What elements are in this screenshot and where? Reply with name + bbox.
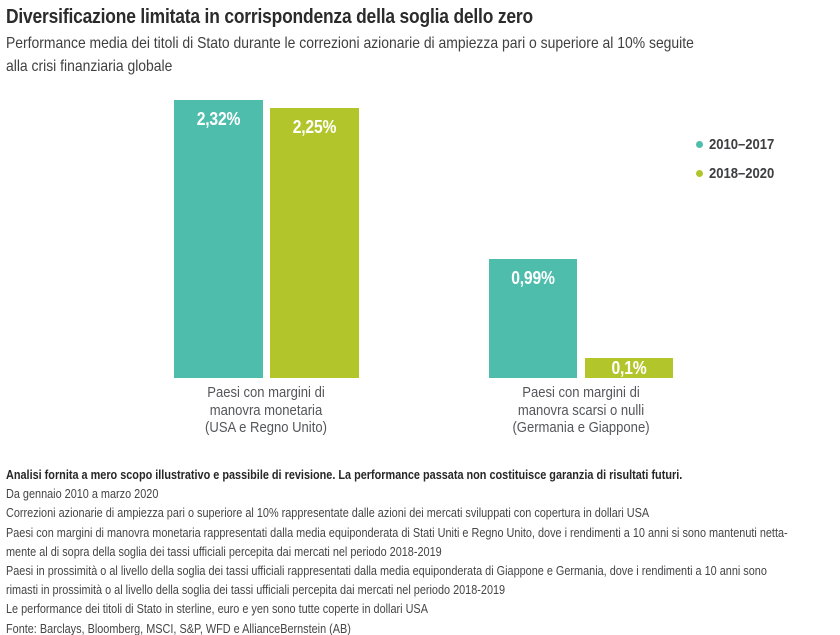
bar-scarsi-2010-2017: 0,99% [489,259,577,378]
legend-label-2018-2020: 2018–2020 [709,164,775,182]
footnote-line: Le performance dei titoli di Stato in st… [6,602,428,617]
footnote-line: Correzioni azionarie di ampiezza pari o … [6,506,650,521]
footnote-source: Fonte: Barclays, Bloomberg, MSCI, S&P, W… [6,621,351,635]
bar-value-label: 2,32% [196,109,241,129]
legend-swatch-2018-2020-icon [696,169,703,177]
category-label-line: manovra monetaria [209,401,323,419]
footnote-line: mente al di sopra della soglia dei tassi… [6,544,442,559]
footnote-line: rimasti in prossimità o al livello della… [6,583,506,598]
legend-label-2010-2017: 2010–2017 [709,135,775,153]
chart-subtitle-line-1: Performance media dei titoli di Stato du… [6,35,694,52]
bar-scarsi-2018-2020: 0,1% [585,358,673,378]
footnote-line: Paesi con margini di manovra monetaria r… [6,525,788,540]
footnotes: Analisi fornita a mero scopo illustrativ… [6,466,840,635]
category-label-line: Paesi con margini di [207,384,325,401]
bar-monetaria-2018-2020: 2,25% [270,108,359,378]
footnote-line: Paesi in prossimità o al livello della s… [6,564,767,579]
category-label-monetaria: Paesi con margini di manovra monetaria (… [146,384,386,437]
bar-value-label: 0,99% [511,268,555,288]
category-label-line: (Germania e Giappone) [512,419,650,436]
bar-value-label: 0,1% [611,358,647,378]
category-label-line: Paesi con margini di [522,384,640,401]
chart-title: Diversificazione limitata in corrisponde… [6,6,533,28]
chart-subtitle: Performance media dei titoli di Stato du… [6,32,797,78]
category-label-scarsi: Paesi con margini di manovra scarsi o nu… [461,384,701,437]
legend-item-2010-2017: 2010–2017 [696,135,784,153]
plot-area: 2,32% 2,25% 0,99% 0,1% Paesi con margini… [146,100,784,437]
footnote-disclaimer: Analisi fornita a mero scopo illustrativ… [6,468,683,482]
category-label-line: (USA e Regno Unito) [205,419,327,436]
bar-value-label: 2,25% [292,117,337,137]
bar-monetaria-2010-2017: 2,32% [174,100,263,378]
legend-swatch-2010-2017-icon [696,140,703,148]
footnote-line: Da gennaio 2010 a marzo 2020 [6,487,159,502]
category-label-line: manovra scarsi o nulli [517,401,645,419]
legend: 2010–2017 2018–2020 [696,136,784,194]
legend-item-2018-2020: 2018–2020 [696,164,784,182]
chart-subtitle-line-2: alla crisi finanziaria globale [6,58,173,75]
